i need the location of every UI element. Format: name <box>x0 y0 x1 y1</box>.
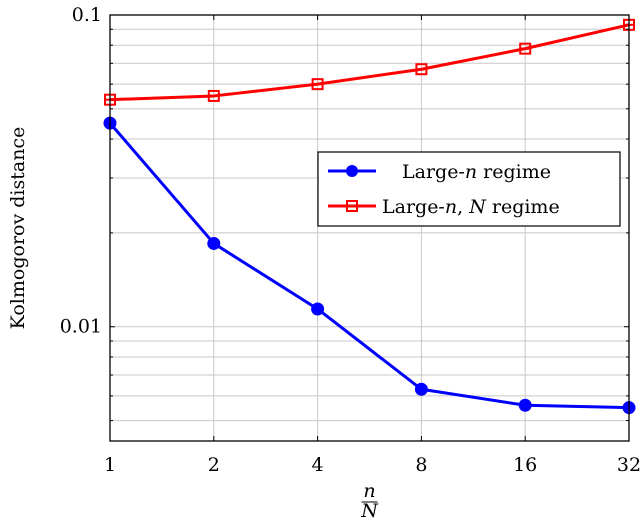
legend-label-part: Large- <box>402 161 465 183</box>
x-tick-label: 8 <box>415 454 427 476</box>
legend-label-part: regime <box>477 161 551 183</box>
legend-label: Large-n regime <box>402 161 551 183</box>
x-tick-label: 2 <box>208 454 220 476</box>
legend-label: Large-n, N regime <box>382 196 560 218</box>
legend-label-part: N <box>468 196 487 218</box>
data-point <box>518 398 532 412</box>
legend-item: Large-n, N regime <box>328 196 560 218</box>
data-point <box>414 382 428 396</box>
plot-frame <box>109 14 630 442</box>
x-tick-label: 32 <box>617 454 641 476</box>
ticks: 1 2 4 8 16 32 0.01 0.1 <box>60 4 641 476</box>
series-line <box>108 122 630 410</box>
y-tick-label: 0.01 <box>60 316 102 338</box>
series-line <box>109 23 630 102</box>
legend-label-part: regime <box>486 196 560 218</box>
x-tick-label: 4 <box>312 454 324 476</box>
axis-labels: Kolmogorov distance n N <box>7 127 379 522</box>
legend-label-part: n <box>465 161 477 183</box>
series-layer <box>103 18 636 415</box>
grid <box>109 14 630 441</box>
x-axis-label-denominator: N <box>360 500 379 522</box>
legend-label-part: , <box>457 196 469 218</box>
legend-label-part: Large- <box>382 196 445 218</box>
data-point <box>311 302 325 316</box>
data-point <box>207 236 221 250</box>
legend-item: Large-n regime <box>328 161 551 183</box>
y-axis-label: Kolmogorov distance <box>7 127 29 330</box>
series-large-n-N <box>104 18 635 106</box>
legend-swatch-marker <box>346 165 358 177</box>
legend-box <box>317 151 621 227</box>
x-tick-label: 1 <box>104 454 116 476</box>
legend-label-part: n <box>445 196 457 218</box>
x-axis-label-numerator: n <box>363 480 375 502</box>
x-tick-label: 16 <box>513 454 537 476</box>
y-tick-label: 0.1 <box>72 4 102 26</box>
x-axis-label: n N <box>360 480 379 522</box>
